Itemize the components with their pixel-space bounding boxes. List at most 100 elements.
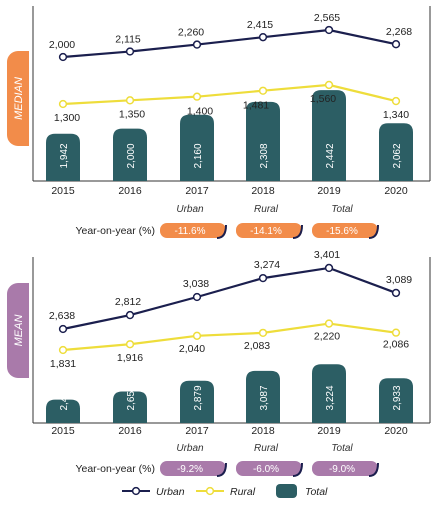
urban-value-label: 2,415 bbox=[247, 19, 273, 31]
legend: Urban Rural Total bbox=[122, 484, 328, 498]
yoy-pill bbox=[236, 461, 302, 476]
bar-2019 bbox=[312, 90, 346, 181]
yoy-series-name: Total bbox=[331, 204, 353, 215]
rural-point bbox=[192, 331, 202, 340]
year-tick-label: 2016 bbox=[118, 425, 142, 437]
urban-point bbox=[58, 324, 68, 334]
urban-value-label: 2,000 bbox=[49, 39, 75, 51]
rural-value-label: 1,916 bbox=[117, 352, 143, 364]
bar-2020 bbox=[379, 378, 413, 423]
yoy-series-name: Urban bbox=[176, 204, 204, 215]
bar-value-label: 3,224 bbox=[325, 385, 336, 410]
bar-value-label: 3,087 bbox=[259, 385, 270, 410]
year-tick-label: 2015 bbox=[51, 185, 75, 197]
yoy-pill bbox=[312, 223, 378, 238]
rural-line bbox=[62, 83, 397, 106]
section-tab bbox=[7, 283, 29, 378]
legend-label: Urban bbox=[156, 486, 185, 498]
urban-value-label: 3,038 bbox=[183, 278, 209, 290]
urban-value-label: 2,115 bbox=[115, 34, 141, 46]
legend-total-swatch bbox=[276, 484, 297, 498]
yoy-value: -11.6% bbox=[175, 226, 206, 237]
legend-urban-marker bbox=[131, 486, 141, 496]
bar-value-label: 2,000 bbox=[126, 143, 137, 168]
bar-value-label: 2,442 bbox=[325, 143, 336, 168]
rural-value-label: 2,086 bbox=[383, 339, 409, 351]
bar-value-label: 2,657 bbox=[126, 385, 137, 410]
rural-value-label: 1,400 bbox=[187, 106, 213, 118]
mean-chart: MEAN 2,487 2,657 2,879 3,087 3,224 2,933 2,638 2… bbox=[7, 249, 431, 477]
rural-value-label: 1,481 bbox=[243, 100, 269, 112]
bar-2017 bbox=[180, 114, 214, 181]
year-tick-label: 2018 bbox=[251, 185, 275, 197]
urban-point bbox=[391, 40, 401, 49]
rural-point bbox=[258, 328, 268, 338]
rural-value-label: 1,350 bbox=[119, 108, 145, 120]
bar-2015 bbox=[46, 399, 80, 423]
yoy-value: -6.0% bbox=[253, 464, 279, 475]
rural-point bbox=[324, 80, 334, 90]
urban-value-label: 3,274 bbox=[254, 259, 280, 271]
year-tick-label: 2018 bbox=[251, 425, 275, 437]
yoy-label: Year-on-year (%) bbox=[75, 225, 155, 237]
rural-value-label: 2,083 bbox=[244, 340, 270, 352]
yoy-series-name: Rural bbox=[254, 204, 279, 215]
yoy-series-name: Rural bbox=[254, 443, 279, 454]
year-tick-label: 2019 bbox=[317, 185, 341, 197]
yoy-value: -9.0% bbox=[329, 464, 355, 475]
urban-point bbox=[258, 33, 268, 42]
year-tick-label: 2020 bbox=[384, 425, 408, 437]
bar-value-label: 2,933 bbox=[392, 385, 403, 410]
urban-point bbox=[258, 273, 268, 283]
rural-point bbox=[258, 86, 268, 95]
yoy-value: -14.1% bbox=[250, 226, 282, 237]
urban-point bbox=[58, 52, 68, 62]
rural-point bbox=[125, 96, 135, 105]
yoy-pill-accent bbox=[368, 462, 379, 477]
year-tick-label: 2020 bbox=[384, 185, 408, 197]
bar-2018 bbox=[246, 101, 280, 181]
yoy-pill-accent bbox=[292, 462, 303, 477]
legend-label: Total bbox=[305, 486, 328, 498]
urban-point bbox=[391, 288, 401, 298]
yoy-pill bbox=[312, 461, 378, 476]
year-tick-label: 2019 bbox=[317, 425, 341, 437]
rural-point bbox=[324, 319, 334, 328]
rural-point bbox=[58, 99, 68, 109]
urban-value-label: 3,089 bbox=[386, 274, 412, 286]
rural-point bbox=[391, 328, 401, 337]
rural-value-label: 1,340 bbox=[383, 109, 409, 121]
median-chart: MEDIAN 1,942 2,000 2,160 2,308 2,442 2,062 2,00… bbox=[7, 6, 431, 239]
rural-point bbox=[192, 92, 202, 101]
bar-value-label: 2,308 bbox=[259, 143, 270, 168]
bar-2015 bbox=[46, 133, 80, 181]
yoy-pill bbox=[160, 223, 226, 238]
section-label: MEDIAN bbox=[13, 77, 25, 120]
yoy-pill-accent bbox=[292, 224, 303, 239]
yoy-pill-accent bbox=[216, 462, 227, 477]
urban-point bbox=[324, 263, 334, 273]
bar-2020 bbox=[379, 123, 413, 181]
urban-point bbox=[192, 292, 202, 302]
yoy-pill-accent bbox=[368, 224, 379, 239]
yoy-pill bbox=[236, 223, 302, 238]
bar-value-label: 2,160 bbox=[193, 143, 204, 168]
year-tick-label: 2016 bbox=[118, 185, 142, 197]
bar-2016 bbox=[113, 391, 147, 423]
urban-value-label: 2,565 bbox=[314, 12, 340, 24]
urban-line bbox=[62, 28, 397, 59]
urban-value-label: 3,401 bbox=[314, 249, 340, 261]
yoy-series-name: Urban bbox=[176, 443, 204, 454]
yoy-label: Year-on-year (%) bbox=[75, 463, 155, 475]
rural-value-label: 1,300 bbox=[54, 112, 80, 124]
urban-point bbox=[192, 40, 202, 49]
urban-point bbox=[125, 47, 135, 56]
urban-line bbox=[62, 266, 397, 331]
rural-value-label: 2,220 bbox=[314, 331, 340, 343]
year-tick-label: 2017 bbox=[185, 425, 209, 437]
bar-value-label: 2,487 bbox=[59, 385, 70, 410]
bar-2016 bbox=[113, 128, 147, 181]
rural-point bbox=[125, 340, 135, 349]
section-tab bbox=[7, 51, 29, 146]
